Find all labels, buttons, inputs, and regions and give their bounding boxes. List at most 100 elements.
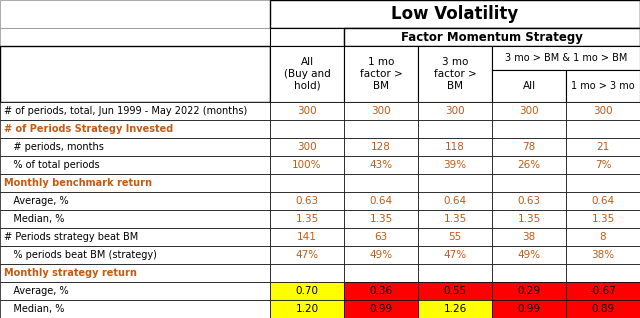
Text: # periods, months: # periods, months [4, 142, 104, 152]
Bar [0, 246, 270, 264]
Text: -0.67: -0.67 [589, 286, 616, 296]
Text: 0.70: 0.70 [296, 286, 319, 296]
Bar [492, 210, 566, 228]
Text: Median, %: Median, % [4, 304, 65, 314]
Bar [270, 192, 344, 210]
Text: 0.63: 0.63 [517, 196, 541, 206]
Text: # Periods strategy beat BM: # Periods strategy beat BM [4, 232, 138, 242]
Bar [270, 28, 344, 46]
Text: Low Volatility: Low Volatility [392, 5, 518, 23]
Bar [566, 282, 640, 300]
Text: 1.20: 1.20 [296, 304, 319, 314]
Text: 8: 8 [600, 232, 606, 242]
Text: 1.26: 1.26 [444, 304, 467, 314]
Text: 3 mo
factor >
BM: 3 mo factor > BM [434, 58, 476, 91]
Bar [344, 300, 418, 318]
Text: 1.35: 1.35 [591, 214, 614, 224]
Bar [566, 156, 640, 174]
Bar [492, 174, 566, 192]
Bar [418, 192, 492, 210]
Text: 49%: 49% [369, 250, 392, 260]
Bar [492, 192, 566, 210]
Bar [344, 228, 418, 246]
Bar [418, 174, 492, 192]
Text: 38: 38 [522, 232, 536, 242]
Bar [418, 120, 492, 138]
Bar [492, 156, 566, 174]
Text: 0.64: 0.64 [369, 196, 392, 206]
Text: 43%: 43% [369, 160, 392, 170]
Text: 1.35: 1.35 [517, 214, 541, 224]
Bar [492, 228, 566, 246]
Text: 300: 300 [519, 106, 539, 116]
Text: 300: 300 [593, 106, 613, 116]
Text: 0.99: 0.99 [517, 304, 541, 314]
Bar [566, 70, 640, 102]
Text: # of periods, total, Jun 1999 - May 2022 (months): # of periods, total, Jun 1999 - May 2022… [4, 106, 247, 116]
Bar [418, 210, 492, 228]
Bar [270, 228, 344, 246]
Bar [0, 138, 270, 156]
Bar [0, 120, 270, 138]
Text: % of total periods: % of total periods [4, 160, 100, 170]
Bar [270, 120, 344, 138]
Bar [344, 192, 418, 210]
Text: 26%: 26% [517, 160, 541, 170]
Text: Median, %: Median, % [4, 214, 65, 224]
Bar [566, 192, 640, 210]
Bar [492, 300, 566, 318]
Bar [566, 228, 640, 246]
Bar [0, 264, 270, 282]
Bar [492, 138, 566, 156]
Text: 3 mo > BM & 1 mo > BM: 3 mo > BM & 1 mo > BM [505, 53, 627, 63]
Bar [492, 246, 566, 264]
Bar [418, 156, 492, 174]
Bar [344, 120, 418, 138]
Bar [418, 228, 492, 246]
Text: 300: 300 [297, 106, 317, 116]
Bar [344, 246, 418, 264]
Bar [492, 264, 566, 282]
Bar [0, 46, 270, 102]
Bar [0, 156, 270, 174]
Bar [418, 138, 492, 156]
Text: All
(Buy and
hold): All (Buy and hold) [284, 58, 330, 91]
Bar [566, 102, 640, 120]
Bar [344, 138, 418, 156]
Bar [344, 210, 418, 228]
Bar [270, 264, 344, 282]
Bar [492, 120, 566, 138]
Text: 63: 63 [374, 232, 388, 242]
Bar [418, 300, 492, 318]
Text: 1 mo > 3 mo: 1 mo > 3 mo [571, 81, 635, 91]
Bar [566, 120, 640, 138]
Bar [492, 46, 640, 70]
Text: 0.89: 0.89 [591, 304, 614, 314]
Text: 141: 141 [297, 232, 317, 242]
Text: Monthly benchmark return: Monthly benchmark return [4, 178, 152, 188]
Text: Monthly strategy return: Monthly strategy return [4, 268, 137, 278]
Bar [566, 210, 640, 228]
Bar [0, 0, 270, 28]
Text: % periods beat BM (strategy): % periods beat BM (strategy) [4, 250, 157, 260]
Bar [270, 174, 344, 192]
Bar [270, 0, 640, 28]
Text: 0.64: 0.64 [444, 196, 467, 206]
Text: 39%: 39% [444, 160, 467, 170]
Bar [344, 156, 418, 174]
Text: 0.36: 0.36 [369, 286, 392, 296]
Text: 1.35: 1.35 [444, 214, 467, 224]
Text: 21: 21 [596, 142, 610, 152]
Bar [344, 282, 418, 300]
Text: 38%: 38% [591, 250, 614, 260]
Bar [344, 174, 418, 192]
Text: 0.64: 0.64 [591, 196, 614, 206]
Text: # of Periods Strategy Invested: # of Periods Strategy Invested [4, 124, 173, 134]
Bar [418, 264, 492, 282]
Bar [344, 28, 640, 46]
Text: 128: 128 [371, 142, 391, 152]
Text: 55: 55 [449, 232, 461, 242]
Text: 100%: 100% [292, 160, 322, 170]
Text: 300: 300 [445, 106, 465, 116]
Text: 1.35: 1.35 [369, 214, 392, 224]
